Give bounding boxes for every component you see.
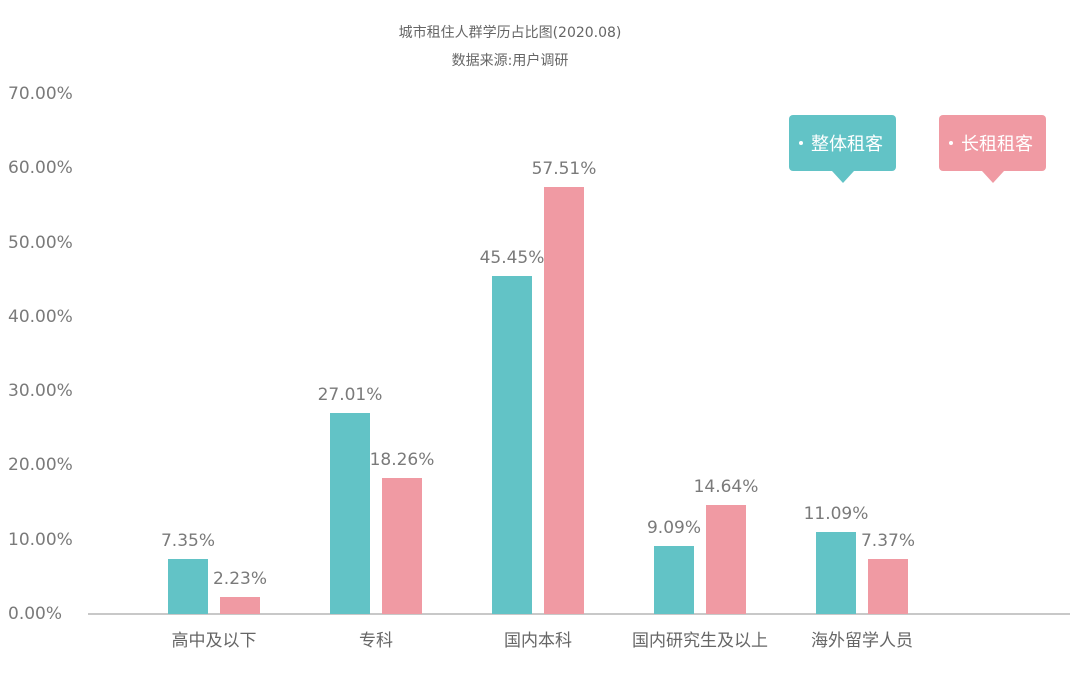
bar-overall[interactable] <box>654 546 694 614</box>
legend-label: 长租租客 <box>961 134 1033 155</box>
bar-value-label: 7.37% <box>860 531 915 552</box>
pointer-tail-icon <box>831 171 854 183</box>
bar-value-label: 7.35% <box>160 531 215 552</box>
x-axis-baseline <box>88 613 1070 615</box>
bar-value-label: 18.26% <box>369 450 435 471</box>
bar-value-label: 45.45% <box>479 248 545 269</box>
bar-overall[interactable] <box>492 276 532 614</box>
y-tick-label: 70.00% <box>8 84 73 104</box>
bar-longterm[interactable] <box>382 478 422 614</box>
bar-value-label: 57.51% <box>531 158 597 179</box>
y-tick-label: 30.00% <box>8 381 73 402</box>
x-category-label: 高中及以下 <box>171 631 257 651</box>
legend-item-overall[interactable]: 整体租客 <box>789 115 896 183</box>
x-category-label: 国内研究生及以上 <box>632 631 768 651</box>
x-category-label: 国内本科 <box>504 631 572 651</box>
bar-value-label: 2.23% <box>212 569 267 590</box>
y-tick-label: 0.00% <box>8 604 63 624</box>
bullet-icon <box>799 141 803 145</box>
bar-longterm[interactable] <box>220 597 260 614</box>
bullet-icon <box>949 141 953 145</box>
bar-longterm[interactable] <box>544 186 584 614</box>
legend-item-longterm[interactable]: 长租租客 <box>939 115 1046 183</box>
bar-longterm[interactable] <box>868 559 908 614</box>
y-tick-label: 20.00% <box>8 455 73 476</box>
chart-subtitle: 数据来源:用户调研 <box>451 53 569 69</box>
y-tick-label: 40.00% <box>8 306 73 327</box>
y-tick-label: 10.00% <box>8 529 73 550</box>
legend-label: 整体租客 <box>811 134 883 155</box>
bar-value-label: 11.09% <box>803 503 869 524</box>
y-tick-label: 60.00% <box>8 158 73 179</box>
y-tick-label: 50.00% <box>8 232 73 253</box>
bar-longterm[interactable] <box>706 505 746 614</box>
pointer-tail-icon <box>981 171 1004 183</box>
x-category-label: 海外留学人员 <box>811 631 913 651</box>
bar-value-label: 14.64% <box>693 477 759 498</box>
bar-value-label: 9.09% <box>646 518 701 539</box>
bar-overall[interactable] <box>168 559 208 614</box>
chart-title: 城市租住人群学历占比图(2020.08) <box>398 25 622 41</box>
bar-overall[interactable] <box>816 531 856 614</box>
x-category-label: 专科 <box>359 631 393 651</box>
bar-overall[interactable] <box>330 413 370 614</box>
bar-value-label: 27.01% <box>317 385 383 406</box>
